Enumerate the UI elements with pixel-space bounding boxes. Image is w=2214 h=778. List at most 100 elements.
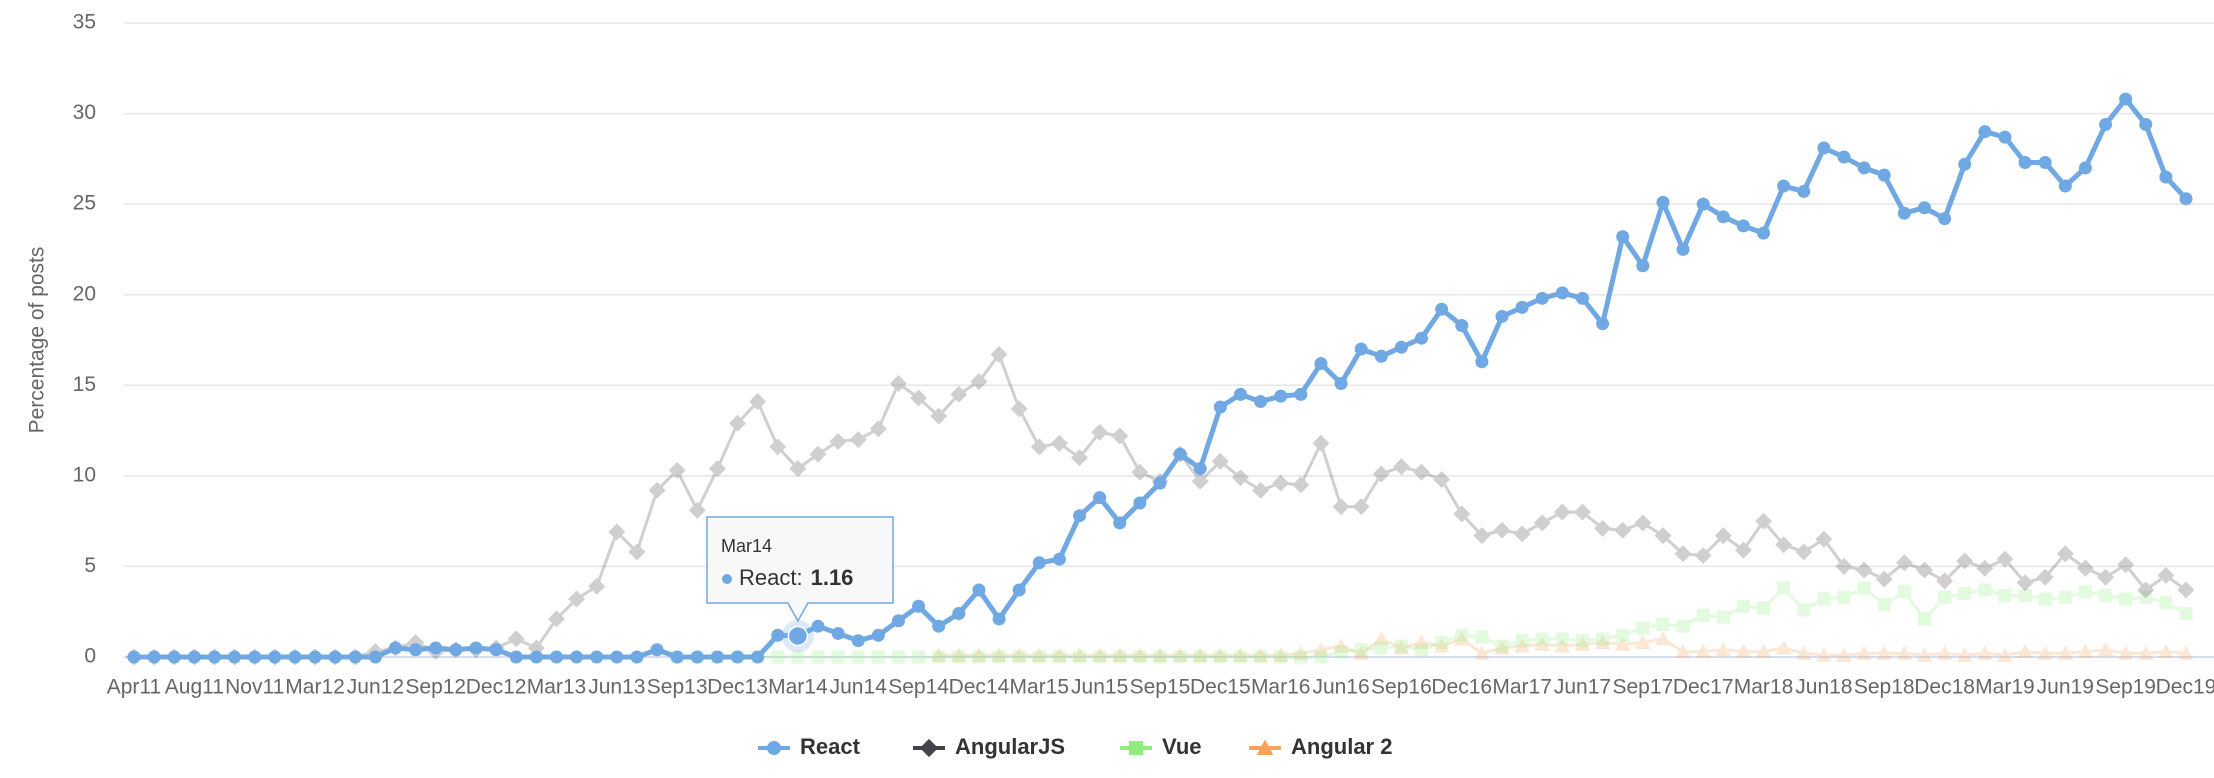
data-point <box>2117 556 2135 574</box>
data-point <box>2018 155 2032 169</box>
data-point <box>507 630 525 648</box>
data-point <box>1775 640 1792 655</box>
data-point <box>871 628 885 642</box>
data-point <box>1455 319 1469 333</box>
data-point <box>1555 632 1569 646</box>
data-point <box>910 389 928 407</box>
legend-item[interactable]: Vue <box>1120 734 1202 759</box>
data-point <box>1314 357 1328 371</box>
data-point <box>789 460 807 478</box>
data-point <box>930 407 948 425</box>
data-point <box>1012 650 1026 664</box>
data-point <box>1616 628 1630 642</box>
data-point <box>751 650 765 664</box>
data-point <box>1131 463 1149 481</box>
data-point <box>187 650 201 664</box>
data-point <box>268 650 282 664</box>
data-point <box>1032 556 1046 570</box>
data-point <box>1274 389 1288 403</box>
data-point <box>891 614 905 628</box>
tooltip-text: React: 1.16 <box>739 565 853 590</box>
data-point <box>1292 476 1310 494</box>
data-point <box>1876 645 1893 660</box>
data-point <box>1413 463 1430 481</box>
data-point <box>1837 150 1851 164</box>
data-point <box>228 650 242 664</box>
data-point <box>2158 643 2174 659</box>
legend-label: Vue <box>1162 734 1202 759</box>
x-tick-label: Sep17 <box>1612 676 1673 699</box>
tooltip-bullet <box>722 574 732 584</box>
x-tick-label: Sep16 <box>1371 676 1432 699</box>
data-point <box>1353 645 1369 660</box>
data-point <box>1494 640 1510 655</box>
data-point <box>1978 583 1992 597</box>
data-point <box>1636 621 1650 635</box>
x-tick-label: Dec16 <box>1431 676 1492 699</box>
data-point <box>1052 552 1066 566</box>
data-point <box>1675 643 1691 659</box>
legend-item[interactable]: AngularJS <box>913 734 1065 759</box>
data-point <box>2137 645 2154 660</box>
hover-point <box>787 625 809 647</box>
data-point <box>1312 434 1330 452</box>
data-point <box>1696 197 1710 211</box>
data-point <box>1917 201 1931 215</box>
data-point <box>1252 647 1269 662</box>
data-point <box>1917 612 1931 626</box>
x-tick-label: Mar13 <box>527 676 587 699</box>
data-point <box>1655 631 1671 646</box>
data-point <box>1111 427 1129 445</box>
data-point <box>1777 581 1791 595</box>
legend-item[interactable]: React <box>758 734 861 759</box>
data-point <box>1394 639 1408 653</box>
data-point <box>1895 554 1913 572</box>
data-point <box>811 619 825 633</box>
data-point <box>650 643 664 657</box>
data-point <box>1051 647 1068 662</box>
x-tick-label: Mar16 <box>1251 676 1311 699</box>
data-point <box>1836 647 1852 662</box>
data-point <box>1936 572 1954 590</box>
data-point <box>1916 561 1933 579</box>
tooltip-series: React: <box>739 565 803 590</box>
data-point <box>1334 376 1348 390</box>
legend-item[interactable]: Angular 2 <box>1249 734 1392 759</box>
data-point <box>1714 527 1732 545</box>
data-point <box>1574 503 1591 521</box>
x-tick-label: Dec14 <box>949 676 1010 699</box>
legend-marker <box>919 738 939 758</box>
x-tick-label: Dec12 <box>466 676 527 699</box>
data-point <box>1050 434 1068 452</box>
data-point <box>509 650 523 664</box>
series-3 <box>930 631 2194 662</box>
data-point <box>2117 645 2134 660</box>
data-point <box>2058 590 2072 604</box>
data-point <box>1010 400 1028 418</box>
data-point <box>1332 498 1350 516</box>
data-point <box>1837 590 1851 604</box>
data-point <box>1755 512 1772 530</box>
data-point <box>590 650 604 664</box>
data-point <box>1996 550 2014 568</box>
x-tick-label: Mar17 <box>1492 676 1552 699</box>
data-point <box>1133 496 1147 510</box>
data-point <box>1797 603 1811 617</box>
data-point <box>1716 210 1730 224</box>
data-point <box>1936 645 1953 660</box>
x-tick-label: Aug11 <box>165 676 224 699</box>
series-line <box>134 96 2188 660</box>
data-point <box>610 650 624 664</box>
data-point <box>2119 592 2133 606</box>
x-tick-label: Sep12 <box>405 676 466 699</box>
data-point <box>1998 588 2012 602</box>
legend-label: Angular 2 <box>1291 734 1392 759</box>
data-point <box>1173 650 1187 664</box>
data-point <box>1555 286 1569 300</box>
data-point <box>1413 634 1430 650</box>
data-point <box>1071 449 1088 467</box>
data-point <box>1012 583 1026 597</box>
data-point <box>1554 638 1571 653</box>
data-point <box>1734 541 1752 559</box>
data-point <box>648 481 666 499</box>
